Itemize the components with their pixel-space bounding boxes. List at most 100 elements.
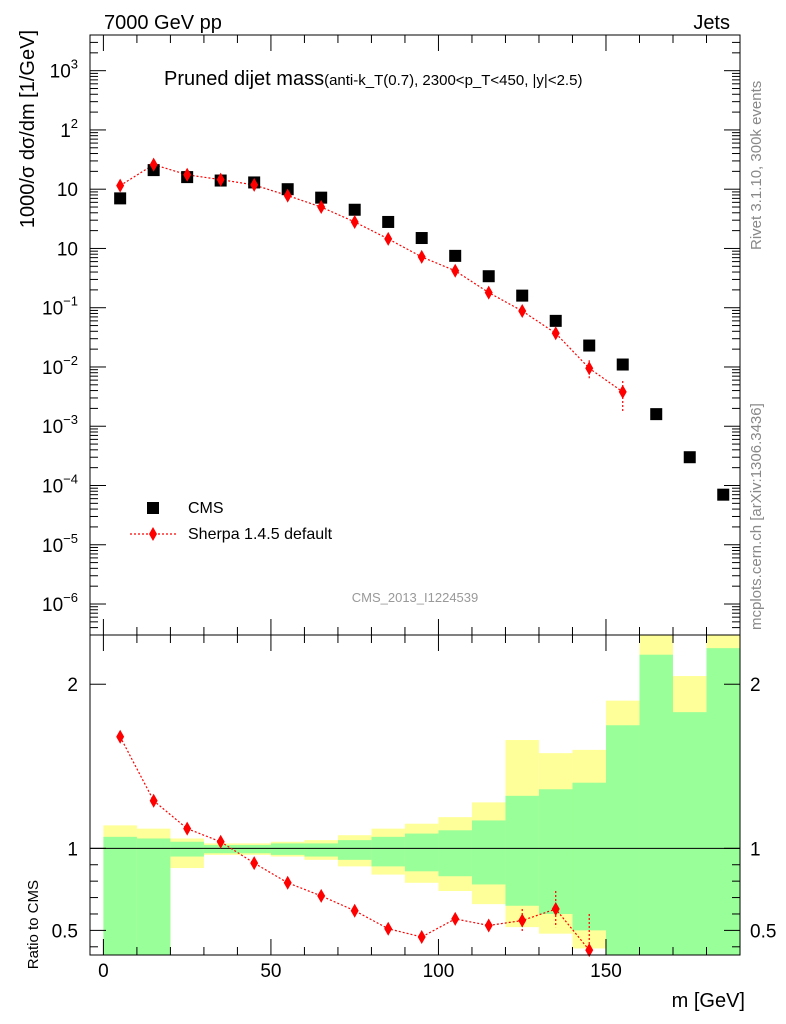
main-y-tick-exponent: −2 bbox=[63, 353, 78, 368]
ratio-sherpa-point bbox=[216, 834, 225, 849]
sherpa-point bbox=[250, 177, 259, 192]
main-y-tick-base: 10 bbox=[42, 358, 63, 379]
ratio-band-inner bbox=[136, 838, 171, 955]
sherpa-point bbox=[317, 200, 326, 215]
ratio-x-ticks: 0 50 100 150 bbox=[98, 635, 707, 982]
ratio-y-ticks: 2 2 1 1 0.5 0.5 bbox=[52, 675, 776, 948]
main-y-tick-exponent: −1 bbox=[63, 294, 78, 309]
sherpa-point bbox=[384, 231, 393, 246]
ratio-sherpa-point bbox=[417, 929, 426, 944]
main-y-axis-label: 1000/σ dσ/dm [1/GeV] bbox=[17, 30, 39, 228]
main-y-tick-base: 10 bbox=[57, 180, 78, 201]
main-y-tick-exponent: −6 bbox=[63, 590, 78, 605]
main-y-tick-exponent: −3 bbox=[63, 412, 78, 427]
cms-point bbox=[549, 314, 562, 327]
ratio-plot-marks bbox=[116, 729, 594, 958]
ratio-band-inner bbox=[605, 725, 640, 955]
sherpa-point bbox=[451, 263, 460, 278]
analysis-id: CMS_2013_I1224539 bbox=[352, 590, 479, 605]
cms-point bbox=[382, 215, 395, 228]
ratio-band-inner bbox=[538, 789, 573, 914]
ratio-sherpa-point bbox=[149, 793, 158, 808]
legend-cms-marker bbox=[147, 502, 159, 514]
cms-point bbox=[516, 289, 529, 302]
main-y-tick-label: 10−6 bbox=[42, 590, 78, 616]
main-y-tick-label: 10 bbox=[57, 239, 78, 260]
x-tick-label: 0 bbox=[98, 961, 109, 982]
sherpa-point bbox=[216, 172, 225, 187]
main-x-ticks bbox=[102, 35, 707, 635]
sherpa-point bbox=[518, 304, 527, 319]
main-y-tick-exponent: −4 bbox=[63, 471, 78, 486]
ratio-band-inner bbox=[471, 820, 506, 885]
ratio-sherpa-point bbox=[384, 921, 393, 936]
main-frame bbox=[89, 34, 741, 636]
main-y-tick-base: 10 bbox=[42, 299, 63, 320]
ratio-sherpa-point bbox=[551, 902, 560, 917]
main-y-tick-base: 10 bbox=[42, 536, 63, 557]
ratio-y-tick-label-right: 0.5 bbox=[750, 921, 776, 942]
ratio-y-tick-label-left: 1 bbox=[67, 839, 78, 860]
main-y-tick-base: 10 bbox=[42, 595, 63, 616]
ratio-sherpa-point bbox=[451, 911, 460, 926]
cms-point bbox=[449, 249, 462, 262]
main-y-axis-label-text: 1000/σ dσ/dm [1/GeV] bbox=[17, 30, 39, 228]
main-y-tick-base: 10 bbox=[42, 476, 63, 497]
sherpa-point bbox=[551, 326, 560, 341]
cms-point bbox=[683, 451, 696, 464]
cms-point bbox=[315, 191, 328, 204]
main-y-tick-label: 10 bbox=[57, 180, 78, 201]
sherpa-point bbox=[484, 285, 493, 300]
ratio-y-tick-label-right: 2 bbox=[750, 675, 761, 696]
main-y-tick-exponent: 3 bbox=[71, 57, 78, 72]
sherpa-line bbox=[119, 163, 624, 393]
ratio-band-inner bbox=[203, 845, 238, 854]
ratio-y-tick-label-right: 1 bbox=[750, 839, 761, 860]
ratio-y-axis-label: Ratio to CMS bbox=[25, 880, 42, 969]
plot-title-line: Pruned dijet mass(anti-k_T(0.7), 2300<p_… bbox=[164, 68, 582, 90]
main-y-tick-label: 12 bbox=[60, 116, 78, 142]
main-y-tick-base: 10 bbox=[42, 417, 63, 438]
ratio-sherpa-point bbox=[250, 856, 259, 871]
main-y-tick-base: 10 bbox=[50, 62, 71, 83]
ratio-uncertainty-bands bbox=[103, 635, 740, 955]
sherpa-point bbox=[149, 157, 158, 172]
ratio-band-inner bbox=[706, 648, 740, 955]
cms-point bbox=[616, 358, 629, 371]
main-y-tick-exponent: 2 bbox=[71, 116, 78, 131]
cms-point bbox=[583, 339, 596, 352]
ratio-sherpa-point bbox=[518, 913, 527, 928]
legend: CMS Sherpa 1.4.5 default bbox=[130, 500, 333, 543]
sherpa-point bbox=[585, 361, 594, 376]
ratio-band-inner bbox=[672, 712, 707, 955]
energy-label: 7000 GeV pp bbox=[104, 12, 222, 34]
ratio-band-inner bbox=[639, 654, 673, 955]
ratio-band-inner bbox=[404, 833, 439, 872]
ratio-band-inner bbox=[371, 836, 405, 867]
ratio-band-inner bbox=[270, 843, 305, 855]
main-plot-marks bbox=[114, 157, 730, 501]
ratio-band-inner bbox=[572, 782, 606, 931]
ratio-y-tick-label-left: 2 bbox=[67, 675, 78, 696]
x-tick-label: 100 bbox=[423, 961, 455, 982]
sherpa-point bbox=[183, 167, 192, 182]
cms-point bbox=[415, 232, 428, 245]
x-axis-label: m [GeV] bbox=[672, 990, 745, 1012]
legend-sherpa-label: Sherpa 1.4.5 default bbox=[188, 526, 333, 543]
plot-subtitle: (anti-k_T(0.7), 2300<p_T<450, |y|<2.5) bbox=[324, 72, 582, 89]
sherpa-point bbox=[350, 214, 359, 229]
ratio-band-inner bbox=[438, 830, 472, 877]
x-tick-label: 150 bbox=[590, 961, 622, 982]
cms-point bbox=[348, 203, 361, 216]
ratio-sherpa-point bbox=[484, 918, 493, 933]
cms-point bbox=[114, 192, 127, 205]
ratio-band-inner bbox=[103, 836, 137, 955]
ratio-sherpa-point bbox=[585, 943, 594, 958]
main-y-tick-base: 10 bbox=[57, 239, 78, 260]
ratio-panel: 2 2 1 1 0.5 0.5 0 50 100 150 Ratio to CMS m [GeV… bbox=[25, 634, 776, 1012]
ratio-band-inner bbox=[505, 795, 539, 906]
legend-cms-label: CMS bbox=[188, 500, 224, 517]
ratio-band-inner bbox=[304, 843, 338, 857]
